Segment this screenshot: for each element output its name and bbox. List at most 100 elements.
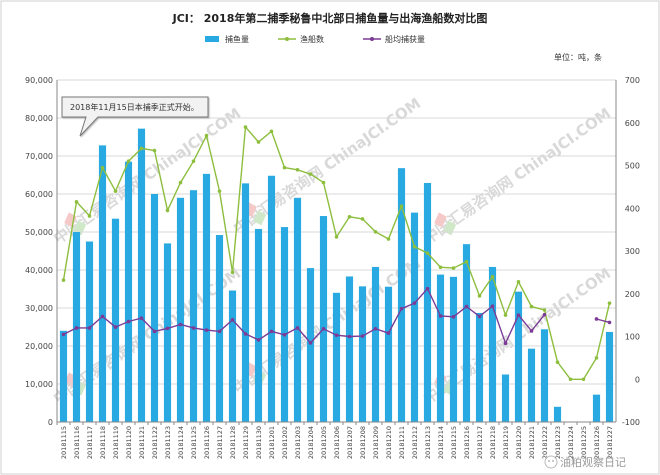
bar bbox=[254, 228, 263, 422]
annotation-text: 2018年11月15日本捕季正式开始。 bbox=[70, 102, 199, 112]
bar bbox=[111, 218, 120, 422]
bar bbox=[449, 276, 458, 422]
series-line bbox=[596, 318, 610, 324]
x-tick-label: 20181211 bbox=[398, 426, 406, 459]
right-tick-label: 600 bbox=[625, 119, 640, 128]
wechat-icon-eye-left bbox=[548, 460, 550, 462]
series-point bbox=[542, 312, 547, 317]
series-point bbox=[581, 377, 586, 382]
series-point bbox=[269, 129, 274, 134]
series-point bbox=[74, 326, 79, 330]
bar bbox=[150, 194, 159, 422]
series-point bbox=[503, 341, 508, 346]
left-tick-label: 10,000 bbox=[25, 380, 53, 389]
x-tick-label: 20181214 bbox=[437, 426, 445, 459]
watermark-logo-green bbox=[253, 210, 267, 226]
x-tick-label: 20181219 bbox=[502, 426, 510, 459]
series-point bbox=[178, 180, 183, 185]
left-tick-label: 60,000 bbox=[25, 190, 53, 199]
x-tick-label: 20181217 bbox=[476, 426, 484, 459]
series-point bbox=[477, 294, 482, 298]
series-point bbox=[178, 322, 183, 327]
series-point bbox=[412, 301, 417, 305]
bar bbox=[410, 212, 419, 422]
bar bbox=[306, 268, 315, 422]
series-point bbox=[243, 125, 248, 129]
series-point bbox=[126, 319, 131, 324]
series-point bbox=[347, 215, 352, 219]
corner-badge: 油粕观察日记 bbox=[544, 455, 626, 469]
legend-label: 船均捕获量 bbox=[385, 34, 425, 44]
series-point bbox=[386, 331, 391, 335]
bar bbox=[124, 161, 133, 422]
bar bbox=[241, 183, 250, 422]
x-tick-label: 20181118 bbox=[99, 426, 107, 459]
series-point bbox=[282, 165, 287, 170]
bar bbox=[319, 216, 328, 422]
series-point bbox=[74, 200, 79, 204]
right-tick-label: 500 bbox=[625, 162, 640, 171]
bar bbox=[436, 274, 445, 422]
left-tick-label: 90,000 bbox=[25, 76, 53, 85]
chart-title: JCI： 2018年第二捕季秘鲁中北部日捕鱼量与出海渔船数对比图 bbox=[172, 11, 488, 25]
bar bbox=[488, 266, 497, 422]
series-point bbox=[373, 229, 378, 234]
series-point bbox=[295, 326, 300, 330]
series-point bbox=[191, 326, 196, 330]
x-tick-label: 20181210 bbox=[385, 426, 393, 459]
x-tick-label: 20181202 bbox=[281, 426, 289, 459]
bar bbox=[163, 243, 172, 422]
series-point bbox=[438, 265, 443, 270]
series-point bbox=[269, 329, 274, 334]
x-tick-label: 20181117 bbox=[86, 426, 94, 459]
series-point bbox=[399, 204, 404, 208]
bar bbox=[189, 190, 198, 422]
x-tick-label: 20181123 bbox=[164, 426, 172, 459]
series-point bbox=[230, 318, 235, 322]
series-point bbox=[139, 146, 144, 151]
right-tick-label: 0 bbox=[635, 375, 640, 384]
series-point bbox=[165, 208, 170, 213]
series-point bbox=[347, 334, 352, 339]
x-tick-label: 20181119 bbox=[112, 426, 120, 459]
bar bbox=[553, 406, 562, 422]
x-tick-label: 20181204 bbox=[307, 426, 315, 459]
series-point bbox=[308, 341, 313, 345]
series-point bbox=[100, 314, 105, 319]
wechat-icon-eye-right bbox=[552, 460, 554, 462]
x-tick-label: 20181206 bbox=[333, 426, 341, 459]
legend-swatch bbox=[205, 36, 219, 42]
left-tick-label: 0 bbox=[48, 418, 53, 427]
series-point bbox=[217, 329, 222, 334]
series-line bbox=[63, 287, 546, 346]
left-tick-label: 70,000 bbox=[25, 152, 53, 161]
bar bbox=[98, 145, 107, 423]
series-point bbox=[412, 244, 417, 249]
x-tick-label: 20181213 bbox=[424, 426, 432, 459]
x-tick-label: 20181203 bbox=[294, 426, 302, 459]
series-point bbox=[308, 172, 313, 176]
left-tick-label: 40,000 bbox=[25, 266, 53, 275]
x-tick-label: 20181128 bbox=[229, 426, 237, 459]
series-point bbox=[243, 332, 248, 336]
bar bbox=[293, 197, 302, 422]
bar bbox=[540, 329, 549, 422]
legend-label: 渔船数 bbox=[300, 34, 324, 44]
x-tick-label: 20181207 bbox=[346, 426, 354, 459]
line-series bbox=[61, 125, 612, 382]
series-point bbox=[256, 140, 261, 144]
x-tick-label: 20181116 bbox=[73, 426, 81, 459]
series-point bbox=[139, 316, 144, 320]
left-axis-ticks: 0 10,000 20,000 30,000 40,000 50,000 60,000 70,… bbox=[25, 76, 53, 427]
watermark-logo-red bbox=[434, 212, 447, 228]
bar bbox=[202, 173, 211, 422]
legend-marker bbox=[285, 37, 289, 41]
series-point bbox=[399, 306, 404, 311]
left-tick-label: 50,000 bbox=[25, 228, 53, 237]
series-point bbox=[516, 279, 521, 284]
x-tick-label: 20181220 bbox=[515, 426, 523, 459]
series-point bbox=[321, 327, 326, 331]
x-tick-label: 20181216 bbox=[463, 426, 471, 459]
x-tick-label: 20181125 bbox=[190, 426, 198, 459]
